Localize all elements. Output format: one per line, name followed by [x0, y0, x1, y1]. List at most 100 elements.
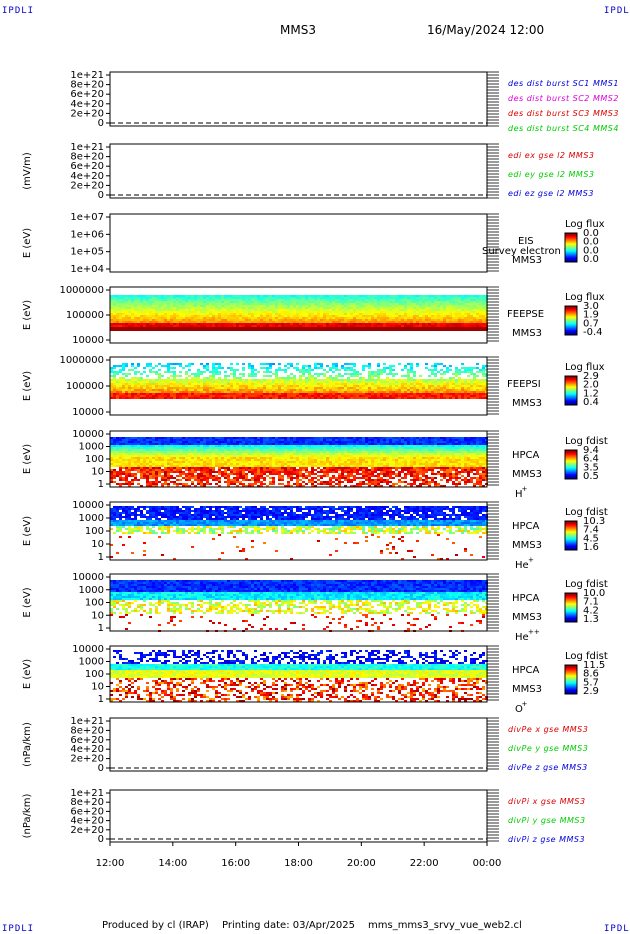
- spectrogram-cell: [272, 301, 275, 303]
- spectrogram-cell: [161, 307, 164, 309]
- spectrogram-cell: [125, 455, 128, 457]
- spectrogram-cell: [245, 389, 248, 391]
- spectrogram-cell: [113, 375, 116, 377]
- spectrogram-cell: [137, 379, 140, 381]
- spectrogram-cell: [296, 369, 299, 371]
- spectrogram-cell: [224, 395, 227, 397]
- spectrogram-cell: [404, 393, 407, 395]
- colorbar-step: [565, 236, 577, 238]
- spectrogram-cell: [254, 375, 257, 377]
- spectrogram-cell: [188, 327, 191, 329]
- spectrogram-cell: [140, 451, 143, 453]
- spectrogram-cell: [473, 379, 476, 381]
- spectrogram-cell: [206, 327, 209, 329]
- spectrogram-cell: [287, 385, 290, 387]
- spectrogram-cell: [188, 375, 191, 377]
- spectrogram-cell: [428, 381, 431, 383]
- spectrogram-cell: [197, 481, 200, 483]
- spectrogram-cell: [308, 391, 311, 393]
- spectrogram-cell: [461, 303, 464, 305]
- spectrogram-cell: [206, 393, 209, 395]
- spectrogram-cell: [419, 313, 422, 315]
- spectrogram-cell: [470, 301, 473, 303]
- spectrogram-cell: [440, 327, 443, 329]
- spectrogram-cell: [368, 295, 371, 297]
- spectrogram-cell: [191, 471, 194, 473]
- spectrogram-cell: [386, 377, 389, 379]
- spectrogram-cell: [314, 377, 317, 379]
- spectrogram-cell: [335, 325, 338, 327]
- spectrogram-cell: [122, 395, 125, 397]
- spectrogram-cell: [263, 381, 266, 383]
- spectrogram-cell: [401, 329, 404, 331]
- spectrogram-cell: [305, 311, 308, 313]
- spectrogram-cell: [383, 299, 386, 301]
- spectrogram-cell: [305, 319, 308, 321]
- spectrogram-cell: [131, 479, 134, 481]
- spectrogram-cell: [464, 315, 467, 317]
- spectrogram-cell: [110, 461, 113, 463]
- legend-entry: des dist burst SC1 MMS1: [508, 79, 619, 88]
- spectrogram-cell: [338, 315, 341, 317]
- spectrogram-cell: [149, 395, 152, 397]
- spectrogram-cell: [479, 397, 482, 399]
- spectrogram-cell: [266, 375, 269, 377]
- spectrogram-cell: [452, 307, 455, 309]
- spectrogram-cell: [419, 387, 422, 389]
- spectrogram-cell: [365, 311, 368, 313]
- spectrogram-cell: [386, 367, 389, 369]
- spectrogram-cell: [224, 311, 227, 313]
- spectrogram-cell: [167, 393, 170, 395]
- spectrogram-cell: [140, 461, 143, 463]
- spectrogram-cell: [185, 327, 188, 329]
- spectrogram-cell: [368, 371, 371, 373]
- spectrogram-cell: [359, 329, 362, 331]
- spectrogram-cell: [152, 483, 155, 485]
- spectrogram-cell: [404, 309, 407, 311]
- spectrogram-cell: [158, 437, 161, 439]
- spectrogram-cell: [140, 297, 143, 299]
- spectrogram-cell: [458, 373, 461, 375]
- spectrogram-cell: [320, 325, 323, 327]
- spectrogram-cell: [134, 325, 137, 327]
- spectrogram-cell: [200, 461, 203, 463]
- spectrogram-cell: [344, 391, 347, 393]
- spectrogram-cell: [431, 389, 434, 391]
- spectrogram-cell: [185, 389, 188, 391]
- spectrogram-cell: [458, 315, 461, 317]
- spectrogram-cell: [164, 327, 167, 329]
- spectrogram-cell: [131, 295, 134, 297]
- spectrogram-cell: [371, 297, 374, 299]
- spectrogram-cell: [269, 325, 272, 327]
- spectrogram-cell: [350, 369, 353, 371]
- spectrogram-cell: [284, 303, 287, 305]
- spectrogram-cell: [332, 391, 335, 393]
- spectrogram-cell: [356, 391, 359, 393]
- spectrogram-cell: [230, 363, 233, 365]
- spectrogram-cell: [116, 459, 119, 461]
- spectrogram-cell: [206, 363, 209, 365]
- spectrogram-cell: [254, 307, 257, 309]
- spectrogram-cell: [470, 325, 473, 327]
- y-tick-label: 100000: [66, 381, 104, 392]
- spectrogram-cell: [479, 327, 482, 329]
- spectrogram-cell: [449, 297, 452, 299]
- spectrogram-cell: [272, 319, 275, 321]
- spectrogram-cell: [407, 397, 410, 399]
- spectrogram-cell: [434, 307, 437, 309]
- spectrogram-cell: [203, 475, 206, 477]
- spectrogram-cell: [347, 303, 350, 305]
- spectrogram-cell: [296, 393, 299, 395]
- spectrogram-cell: [428, 309, 431, 311]
- spectrogram-cell: [356, 323, 359, 325]
- colorbar-step: [565, 241, 577, 243]
- spectrogram-cell: [185, 383, 188, 385]
- spectrogram-cell: [371, 389, 374, 391]
- spectrogram-cell: [248, 309, 251, 311]
- spectrogram-cell: [257, 371, 260, 373]
- spectrogram-cell: [266, 363, 269, 365]
- colorbar-step: [565, 237, 577, 239]
- spectrogram-cell: [239, 329, 242, 331]
- spectrogram-cell: [122, 305, 125, 307]
